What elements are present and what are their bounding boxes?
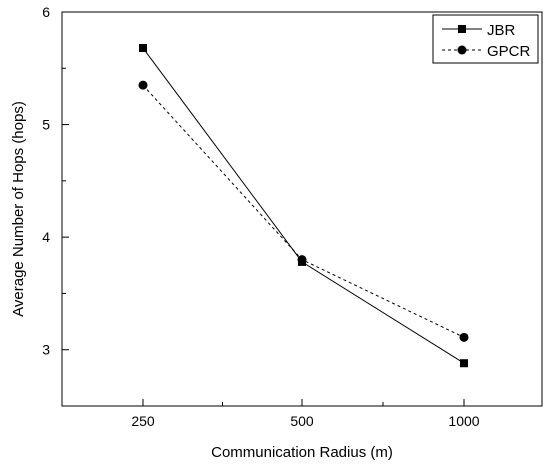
x-axis-ticks: 250 500 1000 bbox=[131, 399, 480, 429]
legend-label-jbr: JBR bbox=[487, 22, 516, 39]
series-line-gpcr bbox=[142, 84, 465, 338]
y-tick-label: 3 bbox=[42, 342, 50, 358]
x-tick-label: 500 bbox=[290, 413, 314, 429]
series-line-jbr bbox=[142, 47, 465, 364]
y-axis-label: Average Number of Hops (hops) bbox=[10, 101, 27, 317]
plot-frame bbox=[61, 11, 543, 407]
series-layer bbox=[138, 44, 469, 368]
legend-marker-gpcr bbox=[457, 45, 467, 55]
data-point-jbr bbox=[139, 44, 147, 53]
legend-box bbox=[432, 14, 539, 64]
legend: JBR GPCR bbox=[432, 14, 539, 64]
data-point-gpcr bbox=[459, 332, 469, 342]
x-tick-label: 1000 bbox=[448, 413, 479, 429]
y-axis-ticks: 3 4 5 6 bbox=[42, 4, 69, 407]
data-point-jbr bbox=[460, 359, 468, 368]
y-tick-label: 4 bbox=[42, 229, 50, 245]
legend-label-gpcr: GPCR bbox=[487, 43, 531, 60]
y-tick-label: 6 bbox=[42, 4, 50, 20]
x-tick-label: 250 bbox=[131, 413, 155, 429]
data-point-gpcr bbox=[138, 80, 148, 90]
data-point-gpcr bbox=[297, 255, 307, 265]
y-tick-label: 5 bbox=[42, 117, 50, 133]
x-axis-label: Communication Radius (m) bbox=[211, 444, 393, 461]
legend-marker-jbr bbox=[458, 25, 466, 33]
